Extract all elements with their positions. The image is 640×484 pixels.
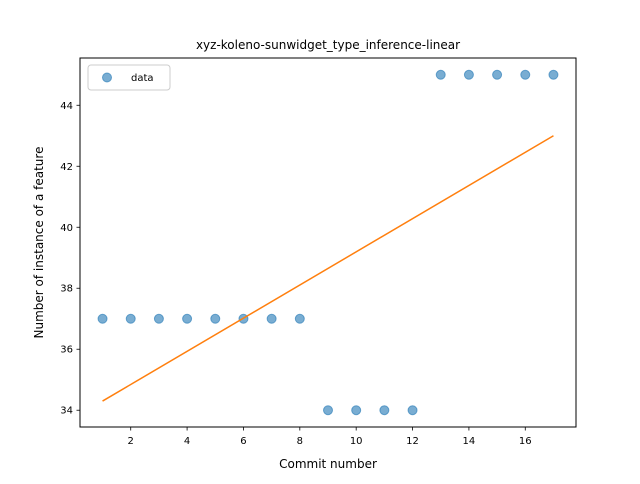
data-point [125, 313, 136, 324]
x-tick-label: 10 [350, 436, 363, 447]
y-tick-label: 42 [60, 162, 73, 173]
axes-frame [79, 57, 577, 428]
data-point [210, 313, 221, 324]
x-tick-label: 2 [128, 436, 134, 447]
data-point [182, 313, 193, 324]
data-point [153, 313, 164, 324]
x-tick-label: 8 [297, 436, 303, 447]
legend-label: data [131, 73, 154, 84]
y-axis: 34 36 38 40 42 44 [60, 101, 80, 417]
y-axis-title: Number of instance of a feature [32, 147, 46, 339]
x-tick-label: 6 [240, 436, 246, 447]
legend-box [87, 64, 171, 91]
y-tick-label: 36 [60, 345, 73, 356]
data-point [435, 69, 446, 80]
data-point [548, 69, 559, 80]
x-tick-label: 16 [519, 436, 532, 447]
data-point [520, 69, 531, 80]
plot-area [97, 69, 559, 416]
x-tick-label: 14 [463, 436, 476, 447]
y-tick-label: 44 [60, 101, 73, 112]
legend-marker [102, 72, 112, 83]
x-tick-label: 12 [406, 436, 419, 447]
data-point [351, 405, 362, 416]
fit-line [102, 135, 554, 402]
data-point [492, 69, 503, 80]
data-point [379, 405, 390, 416]
y-tick-label: 38 [60, 284, 73, 295]
data-point [407, 405, 418, 416]
data-point [266, 313, 277, 324]
data-point [323, 405, 333, 416]
x-tick-label: 4 [184, 436, 190, 447]
data-point [294, 313, 305, 324]
legend: data [87, 64, 171, 91]
chart-title: xyz-koleno-sunwidget_type_inference-line… [196, 38, 460, 52]
y-tick-label: 40 [60, 223, 73, 234]
y-tick-label: 34 [60, 406, 73, 417]
x-axis-title: Commit number [279, 457, 377, 471]
data-point [97, 313, 108, 324]
data-point [463, 69, 474, 80]
x-axis: 2 4 6 8 10 12 14 16 [128, 427, 532, 447]
